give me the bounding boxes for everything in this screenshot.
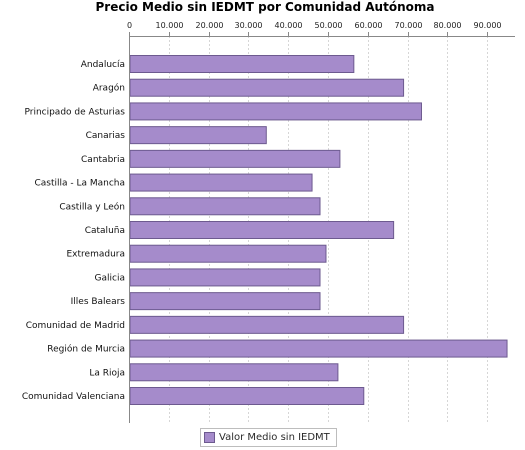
bar	[129, 197, 321, 216]
bar	[129, 173, 313, 192]
x-tick-label: 40.000	[275, 21, 303, 30]
category-label: Andalucía	[81, 60, 125, 70]
bar	[129, 339, 508, 358]
category-label: Comunidad de Madrid	[26, 321, 125, 331]
x-tick-label: 30.000	[235, 21, 263, 30]
bar	[129, 244, 327, 263]
x-tick-label: 70.000	[395, 21, 423, 30]
x-tick-label: 20.000	[196, 21, 224, 30]
x-tick-label: 10.000	[156, 21, 184, 30]
bars	[129, 55, 508, 405]
category-label: Castilla y León	[59, 201, 125, 212]
bar	[129, 363, 339, 382]
bar	[129, 149, 341, 168]
bar	[129, 315, 405, 334]
category-label: Galicia	[95, 273, 125, 283]
y-axis-categories: Andalucía Aragón Principado de Asturias Can…	[22, 60, 125, 402]
x-tick-label: 50.000	[315, 21, 343, 30]
bar	[129, 221, 395, 239]
x-tick-label: 60.000	[355, 21, 383, 30]
bar	[129, 55, 355, 73]
chart-title: Precio Medio sin IEDMT por Comunidad Aut…	[96, 0, 435, 14]
x-axis-ticks: 0 10.000 20.000 30.000 40.000 50.000 60.000 70.…	[127, 21, 502, 36]
bar	[129, 78, 405, 97]
category-label: Cataluña	[85, 226, 125, 236]
bar	[129, 126, 267, 145]
x-tick-label: 90.000	[474, 21, 502, 30]
category-label: Cantabria	[81, 155, 125, 165]
category-label: Región de Murcia	[47, 344, 125, 355]
category-label: Principado de Asturias	[24, 107, 125, 117]
category-label: Illes Balears	[71, 297, 126, 307]
legend: Valor Medio sin IEDMT	[200, 428, 337, 447]
x-tick-label: 0	[127, 21, 132, 30]
bar	[129, 387, 365, 405]
x-tick-label: 80.000	[434, 21, 462, 30]
bar	[129, 102, 422, 121]
legend-label: Valor Medio sin IEDMT	[219, 432, 330, 443]
category-label: Extremadura	[67, 250, 126, 260]
category-label: Canarias	[86, 131, 126, 141]
category-label: La Rioja	[89, 368, 125, 378]
category-label: Aragón	[93, 83, 125, 94]
category-label: Comunidad Valenciana	[22, 392, 125, 402]
bar	[129, 268, 321, 287]
bar	[129, 292, 321, 311]
legend-swatch	[204, 432, 215, 443]
category-label: Castilla - La Mancha	[34, 179, 125, 189]
